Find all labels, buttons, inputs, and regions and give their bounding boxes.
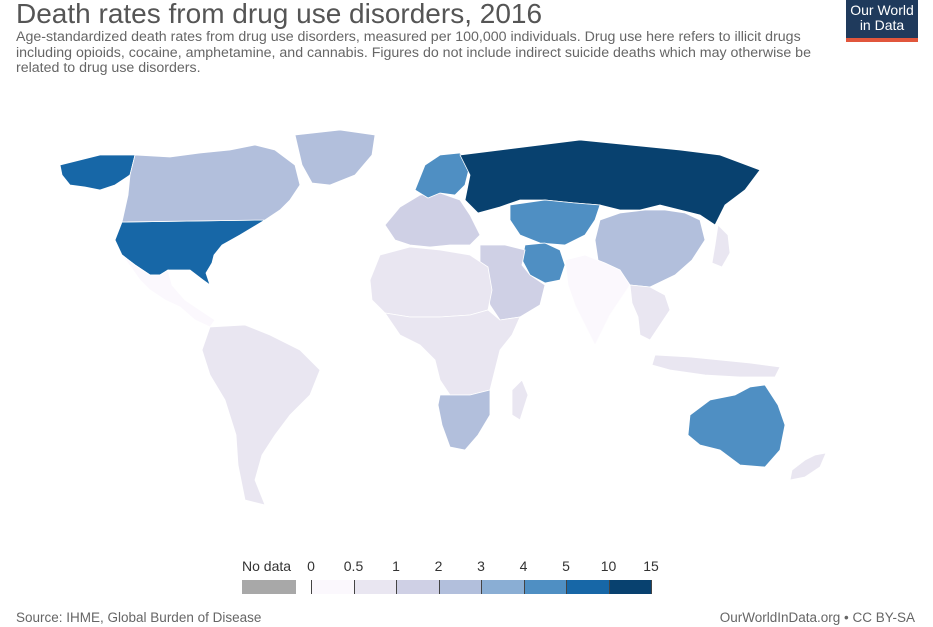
legend-tick-label: 1 [392, 558, 400, 574]
legend-tick-label: 10 [600, 558, 617, 574]
region-north-africa[interactable] [369, 246, 493, 318]
chart-title: Death rates from drug use disorders, 201… [16, 0, 543, 29]
logo-accent-bar [846, 38, 918, 42]
legend-bin [523, 580, 566, 594]
owid-logo[interactable]: Our World in Data [846, 0, 918, 42]
region-mexico-central-america[interactable] [121, 254, 216, 328]
region-japan[interactable] [711, 224, 731, 268]
region-greenland[interactable] [294, 129, 376, 186]
region-canada[interactable] [121, 144, 301, 223]
legend-tick-label: 0.5 [343, 558, 364, 574]
legend-nodata-swatch [242, 580, 296, 594]
region-southeast-asia[interactable] [629, 284, 671, 341]
region-madagascar[interactable] [511, 379, 529, 421]
chart-subtitle: Age-standardized death rates from drug u… [16, 29, 811, 77]
region-indonesia[interactable] [651, 354, 781, 378]
legend-bin [438, 580, 481, 594]
source-note[interactable]: Source: IHME, Global Burden of Disease [16, 610, 262, 625]
region-scandinavia[interactable] [414, 152, 471, 199]
region-south-america[interactable] [201, 324, 321, 506]
region-alaska[interactable] [59, 154, 136, 191]
legend-tick-label: 5 [562, 558, 570, 574]
region-australia[interactable] [687, 384, 786, 468]
logo-line-2: in Data [859, 17, 905, 33]
legend-nodata-label: No data [242, 558, 292, 574]
legend-tick-label: 15 [643, 558, 659, 574]
world-map [59, 129, 827, 506]
region-iran[interactable] [521, 242, 566, 284]
region-central-asia[interactable] [509, 199, 601, 246]
legend-bin [566, 580, 609, 594]
region-russia[interactable] [459, 139, 761, 226]
region-new-zealand[interactable] [789, 452, 827, 481]
legend-tick-label: 3 [477, 558, 485, 574]
license-note[interactable]: OurWorldInData.org • CC BY-SA [719, 610, 915, 625]
region-southern-africa[interactable] [437, 389, 491, 451]
legend-bin [353, 580, 396, 594]
legend-color-scale [311, 580, 652, 594]
legend-bin [481, 580, 524, 594]
region-sub-saharan-africa[interactable] [384, 309, 521, 396]
legend-bin [311, 580, 354, 594]
region-western-europe[interactable] [384, 192, 481, 248]
region-india[interactable] [564, 254, 631, 346]
legend-tick-label: 2 [434, 558, 443, 574]
legend-tick-label: 0 [307, 558, 315, 574]
legend-tick-label: 4 [519, 558, 528, 574]
legend-bin [396, 580, 439, 594]
logo-line-1: Our World [850, 2, 914, 18]
legend-bin [608, 580, 651, 594]
